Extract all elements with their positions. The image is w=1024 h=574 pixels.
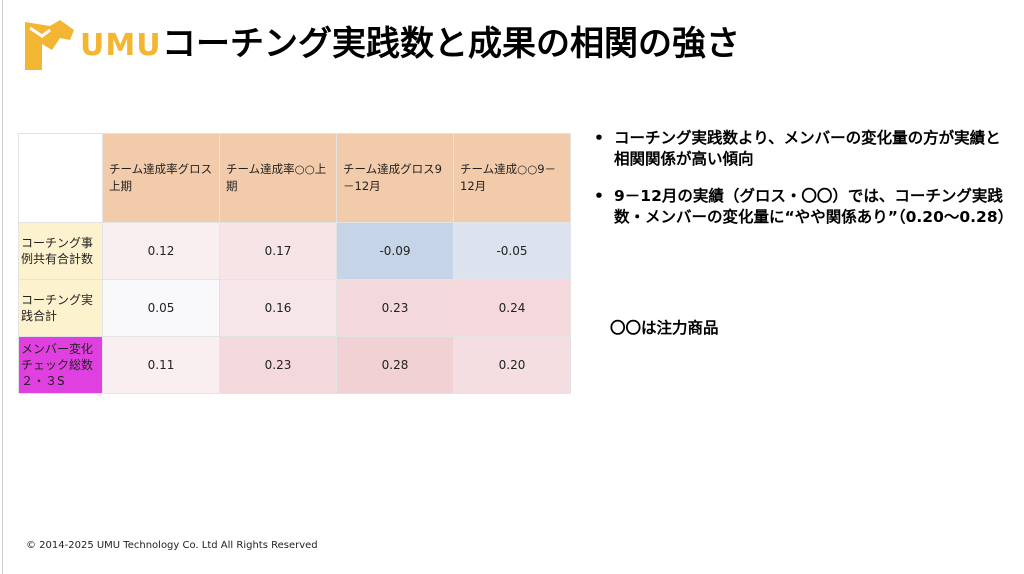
table-cell: 0.11 xyxy=(102,336,220,394)
logo-text: UMU xyxy=(80,28,162,63)
table-cell: 0.12 xyxy=(102,222,220,280)
table-cell: 0.05 xyxy=(102,279,220,337)
column-header: チーム達成率グロス上期 xyxy=(102,133,220,223)
bullet-item: • 9－12月の実績（グロス・〇〇）では、コーチング実践数・メンバーの変化量に“… xyxy=(592,186,1014,228)
bullet-text: コーチング実践数より、メンバーの変化量の方が実績と相関関係が高い傾向 xyxy=(614,129,1001,168)
table-corner xyxy=(18,133,103,223)
horse-logo-icon xyxy=(25,20,74,70)
row-header: コーチング実践合計 xyxy=(18,279,103,337)
bullet-text: 9－12月の実績（グロス・〇〇）では、コーチング実践数・メンバーの変化量に“やや… xyxy=(614,187,1014,226)
table-cell: 0.17 xyxy=(219,222,337,280)
column-header: チーム達成○○9－12月 xyxy=(453,133,571,223)
umu-logo: UMU xyxy=(22,16,162,74)
left-border xyxy=(2,0,3,574)
bullet-list: • コーチング実践数より、メンバーの変化量の方が実績と相関関係が高い傾向 • 9… xyxy=(592,128,1014,244)
bullet-dot-icon: • xyxy=(594,129,604,147)
table-cell: -0.09 xyxy=(336,222,454,280)
page-title: コーチング実践数と成果の相関の強さ xyxy=(162,24,740,64)
column-header: チーム達成グロス9－12月 xyxy=(336,133,454,223)
copyright-footer: © 2014-2025 UMU Technology Co. Ltd All R… xyxy=(26,540,318,551)
note-text: 〇〇は注力商品 xyxy=(610,319,719,337)
table-cell: 0.24 xyxy=(453,279,571,337)
table-cell: -0.05 xyxy=(453,222,571,280)
table-row: メンバー変化チェック総数２・３S 0.11 0.23 0.28 0.20 xyxy=(18,336,571,394)
correlation-table: チーム達成率グロス上期 チーム達成率○○上期 チーム達成グロス9－12月 チーム… xyxy=(18,133,571,395)
table-row: コーチング事例共有合計数 0.12 0.17 -0.09 -0.05 xyxy=(18,222,571,280)
bullet-item: • コーチング実践数より、メンバーの変化量の方が実績と相関関係が高い傾向 xyxy=(592,128,1012,170)
row-header: メンバー変化チェック総数２・３S xyxy=(18,336,103,394)
table-row: コーチング実践合計 0.05 0.16 0.23 0.24 xyxy=(18,279,571,337)
row-header: コーチング事例共有合計数 xyxy=(18,222,103,280)
table-cell: 0.20 xyxy=(453,336,571,394)
table-cell: 0.23 xyxy=(336,279,454,337)
table-cell: 0.28 xyxy=(336,336,454,394)
bullet-dot-icon: • xyxy=(594,187,604,205)
table-cell: 0.23 xyxy=(219,336,337,394)
column-header: チーム達成率○○上期 xyxy=(219,133,337,223)
table-cell: 0.16 xyxy=(219,279,337,337)
